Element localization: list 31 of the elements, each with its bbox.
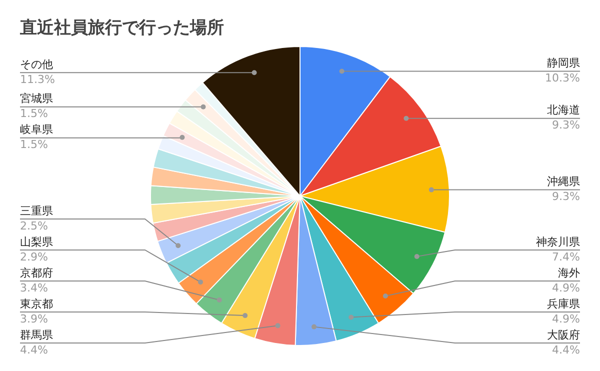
slice-label: 静岡県 — [547, 56, 580, 70]
data-label: 9.3% — [552, 118, 580, 132]
slice-label: 神奈川県 — [536, 235, 580, 248]
slice-label: 山梨県 — [20, 235, 53, 248]
slice-label: 大阪府 — [547, 328, 580, 342]
data-label: 4.4% — [552, 343, 580, 356]
slice-label: 三重県 — [20, 204, 53, 218]
slice-label: 東京都 — [20, 297, 53, 310]
data-label: 7.4% — [552, 250, 580, 264]
data-label: 9.3% — [552, 190, 580, 204]
data-label: 11.3% — [20, 73, 55, 86]
slice-label: 群馬県 — [20, 328, 53, 342]
data-label: 10.3% — [545, 72, 580, 85]
data-label: 4.4% — [20, 343, 48, 356]
data-label: 4.9% — [552, 312, 580, 326]
data-label: 3.9% — [20, 312, 48, 326]
data-label: 1.5% — [20, 138, 48, 152]
slice-label: 北海道 — [547, 104, 580, 117]
chart-title: 直近社員旅行で行った場所 — [19, 18, 224, 38]
data-label: 1.5% — [20, 107, 48, 120]
slice-label: 海外 — [558, 266, 580, 280]
slice-label: 岐阜県 — [20, 123, 53, 136]
slice-label: 沖縄県 — [547, 175, 580, 188]
slice-label: その他 — [20, 58, 53, 72]
slice-label: 宮城県 — [20, 92, 53, 106]
data-label: 2.9% — [20, 250, 48, 264]
slice-label: 兵庫県 — [547, 297, 580, 310]
slice-label: 京都府 — [20, 266, 53, 280]
data-label: 3.4% — [20, 281, 48, 294]
data-label: 4.9% — [552, 281, 580, 294]
data-label: 2.5% — [20, 219, 48, 232]
